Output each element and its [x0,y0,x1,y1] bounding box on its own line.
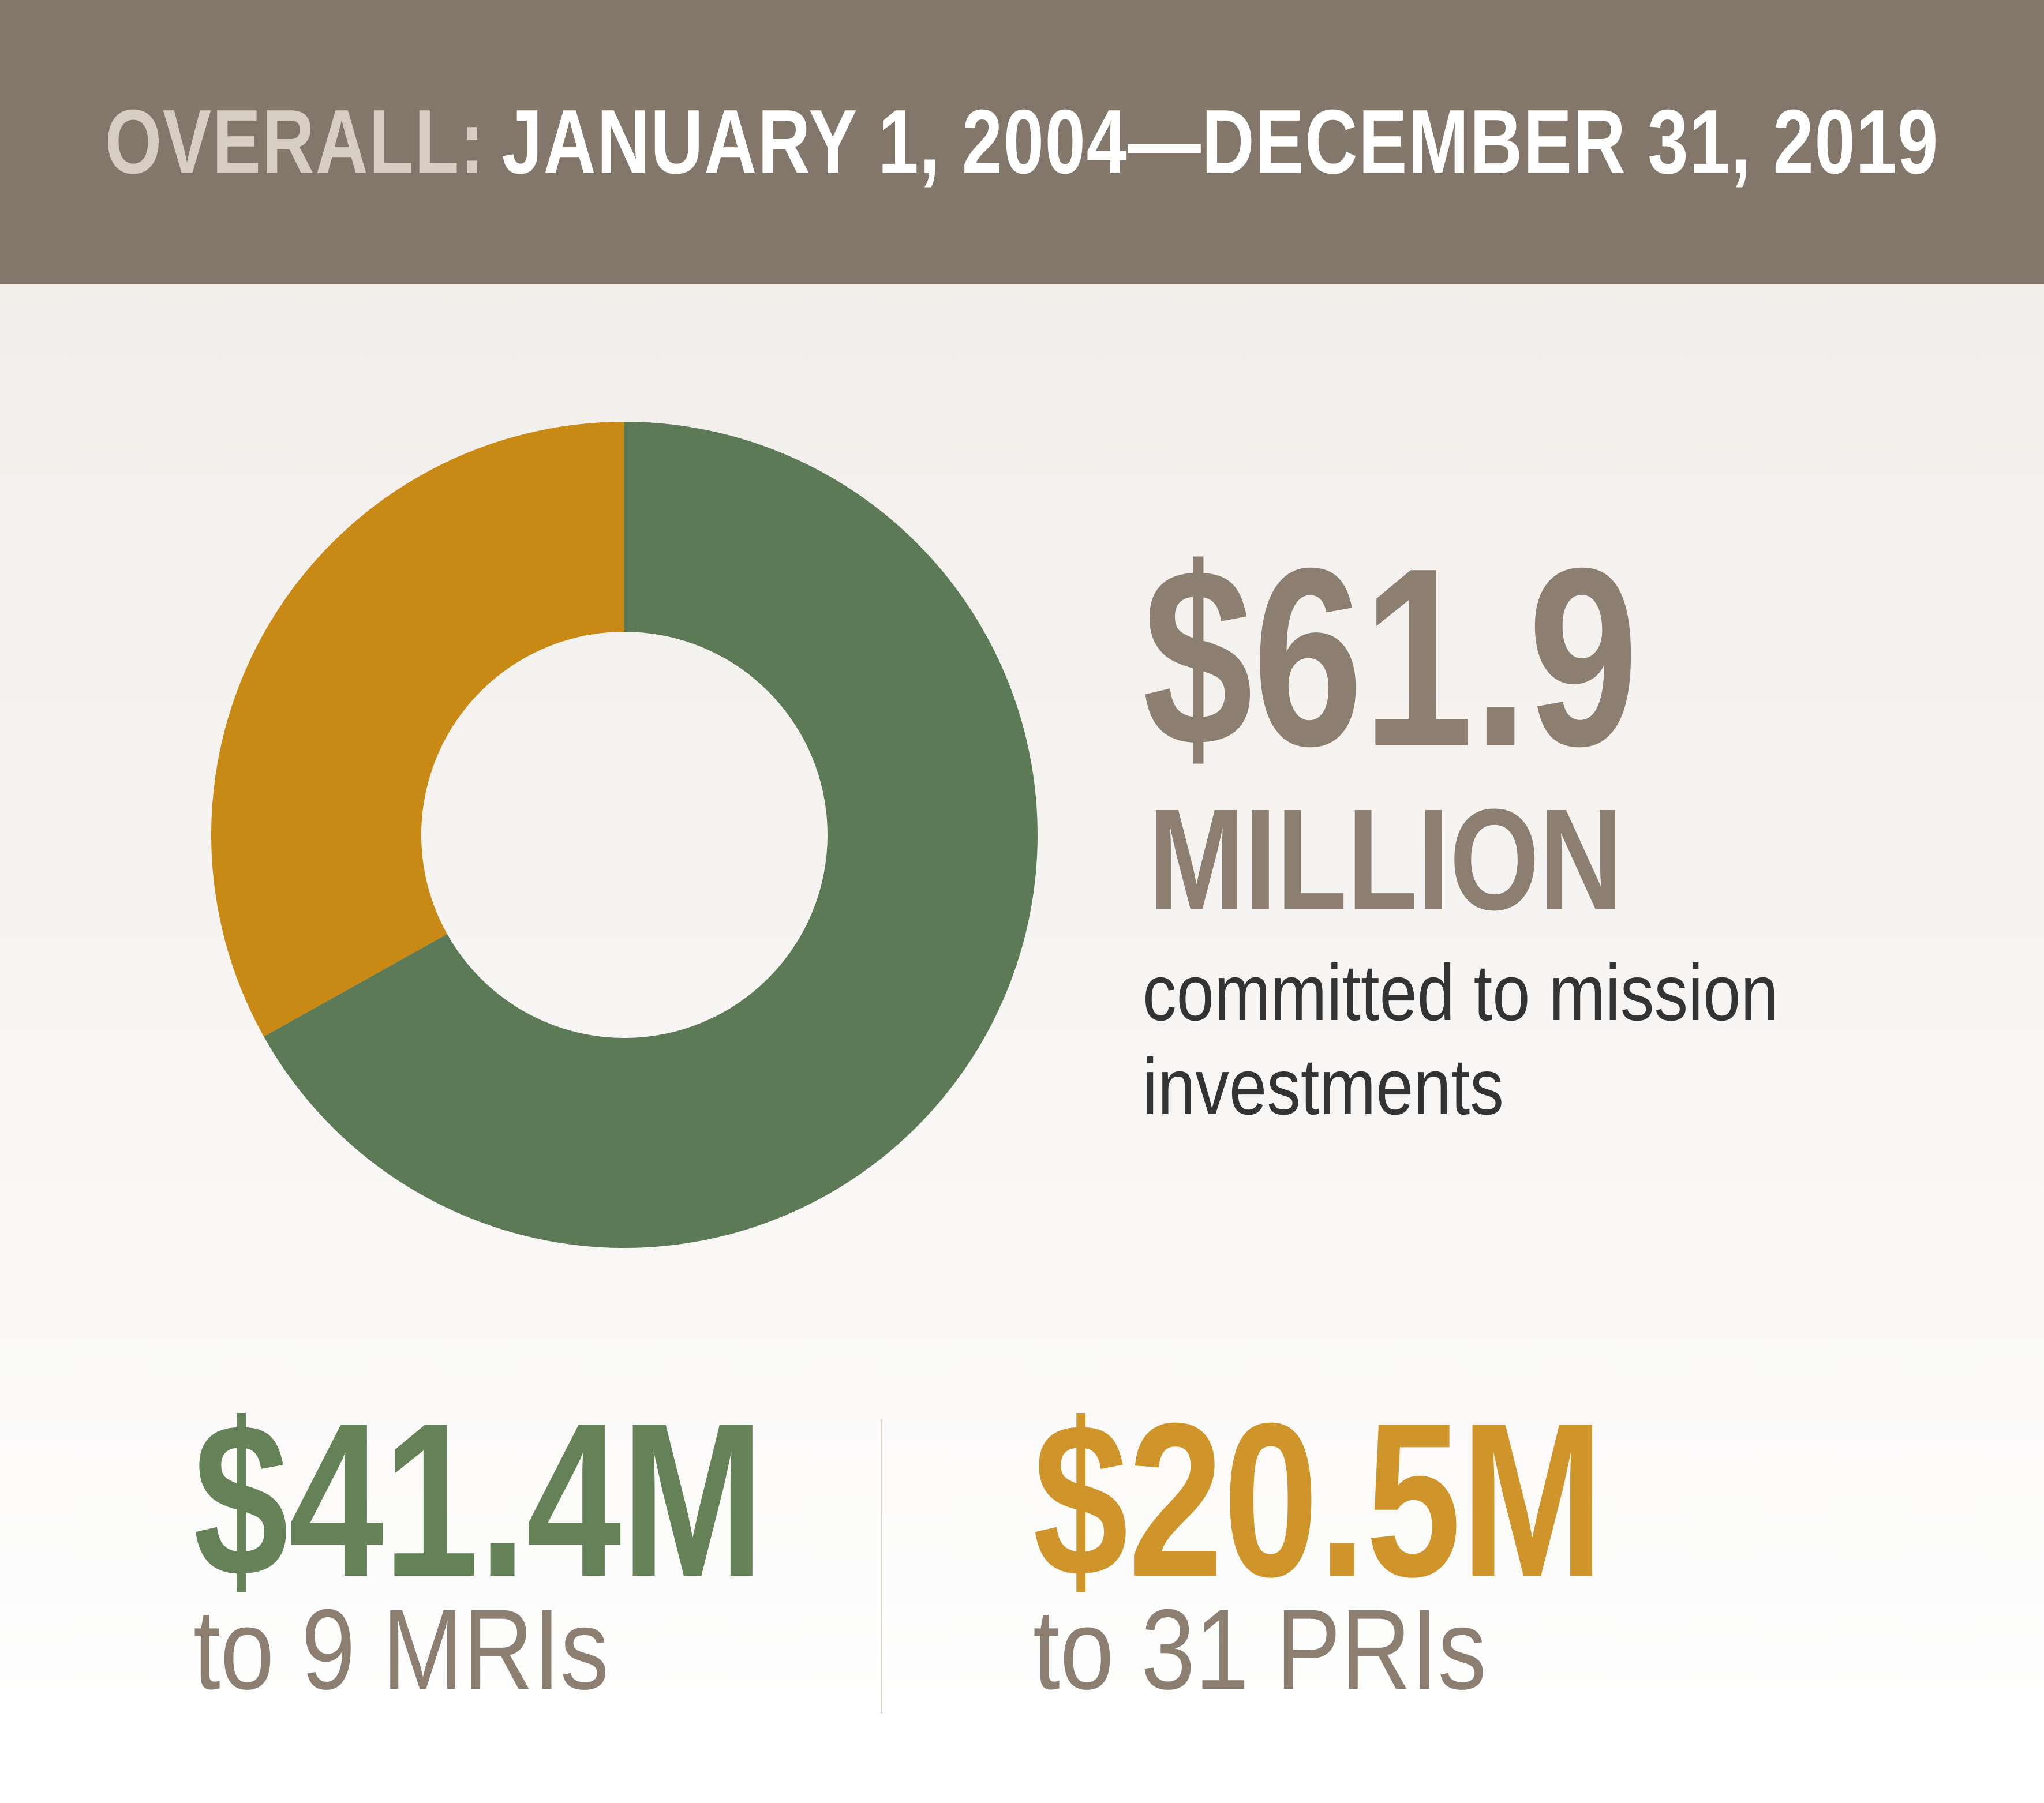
title-date-range: JANUARY 1, 2004—DECEMBER 31, 2019 [501,91,1940,193]
page-title: OVERALL: JANUARY 1, 2004—DECEMBER 31, 20… [105,0,1938,284]
mri-caption: to 9 MRIs [193,1585,609,1713]
total-caption: committed to mission investments [1143,949,1779,1131]
title-prefix: OVERALL: [104,91,485,193]
total-amount: $61.9 [1143,516,1638,799]
pri-caption: to 31 PRIs [1033,1585,1487,1713]
divider [881,1419,882,1714]
mri-amount: $41.4M [193,1377,764,1622]
donut-slice-pri [211,422,624,1037]
donut-slice-mri [264,422,1038,1249]
header-bar [0,0,2044,284]
pri-amount: $20.5M [1033,1377,1604,1622]
total-unit: MILLION [1148,779,1623,940]
